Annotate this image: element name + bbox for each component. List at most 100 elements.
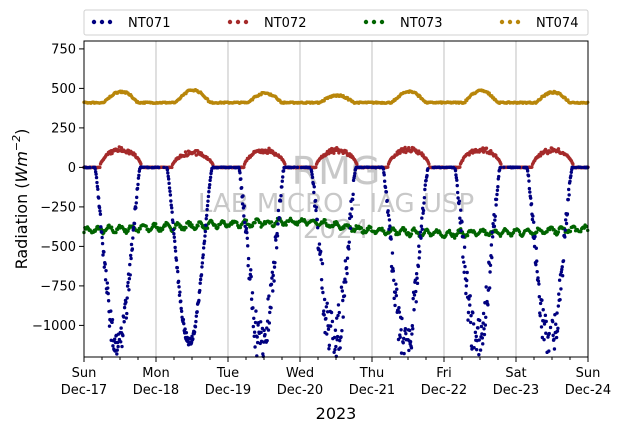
data-point (235, 220, 239, 225)
data-point (471, 311, 475, 315)
data-point (381, 167, 386, 171)
data-point (131, 225, 136, 230)
data-point (329, 310, 334, 315)
data-point (101, 253, 105, 257)
data-point (280, 179, 284, 183)
data-point (423, 183, 427, 187)
data-point (194, 319, 198, 324)
data-point (253, 220, 257, 225)
data-point (183, 327, 187, 331)
data-point (177, 293, 182, 298)
data-point (179, 299, 183, 303)
data-point (335, 334, 340, 339)
data-point (497, 174, 501, 179)
data-point (544, 319, 548, 324)
data-point (271, 289, 275, 293)
data-point (324, 316, 328, 321)
data-point (323, 218, 327, 222)
data-point (517, 165, 522, 169)
data-point (535, 259, 539, 263)
x-tick-label: Dec-21 (349, 383, 395, 398)
data-point (479, 324, 484, 329)
data-point (404, 331, 408, 336)
data-point (139, 162, 143, 166)
data-point (362, 165, 367, 169)
data-point (310, 172, 314, 177)
data-point (246, 263, 250, 268)
data-point (517, 230, 522, 234)
data-point (211, 162, 215, 167)
data-point (103, 278, 108, 282)
data-point (551, 319, 555, 324)
data-point (468, 320, 473, 325)
data-point (534, 246, 538, 250)
data-point (269, 306, 273, 310)
data-point (253, 320, 258, 325)
data-point (466, 318, 470, 322)
data-point (136, 230, 141, 234)
data-point (272, 265, 277, 269)
data-point (462, 270, 466, 275)
data-point (184, 226, 188, 230)
data-point (349, 214, 354, 219)
data-point (199, 221, 204, 226)
data-point (355, 162, 359, 166)
data-point (267, 146, 271, 151)
data-point (315, 217, 319, 222)
data-point (194, 314, 199, 318)
data-point (277, 215, 281, 220)
x-tick-label: Dec-18 (133, 383, 179, 398)
data-point (410, 324, 415, 328)
data-point (246, 256, 251, 261)
legend-box (83, 9, 589, 36)
data-point (387, 227, 391, 231)
data-point (325, 301, 329, 305)
data-point (554, 229, 558, 234)
data-point (564, 221, 569, 226)
data-point (96, 196, 101, 200)
data-point (412, 293, 417, 297)
data-point (374, 165, 378, 170)
data-point (567, 187, 571, 192)
data-point (333, 328, 338, 332)
data-point (478, 348, 483, 352)
data-point (157, 165, 161, 170)
data-point (310, 175, 315, 180)
data-point (199, 273, 204, 277)
data-point (336, 313, 340, 318)
data-point (328, 324, 333, 328)
data-point (314, 205, 319, 209)
x-tick-day: Fri (436, 366, 452, 381)
data-point (205, 207, 209, 212)
data-point (465, 278, 469, 283)
data-point (536, 276, 540, 280)
data-point (127, 288, 131, 292)
data-point (270, 276, 274, 280)
legend-label: NT073 (400, 16, 442, 31)
x-tick-label: Dec-24 (565, 383, 611, 398)
data-point (393, 290, 398, 295)
data-point (542, 322, 547, 326)
data-point (531, 214, 535, 218)
data-point (534, 262, 538, 267)
data-point (340, 289, 345, 293)
data-point (206, 199, 210, 203)
data-point (468, 303, 472, 307)
data-point (386, 165, 390, 169)
data-point (408, 328, 412, 333)
data-point (415, 281, 420, 286)
data-point (313, 198, 318, 203)
data-point (397, 232, 402, 236)
data-point (207, 190, 211, 194)
data-point (99, 225, 103, 229)
data-point (208, 178, 212, 183)
data-point (254, 309, 258, 313)
data-point (316, 226, 320, 230)
data-point (535, 269, 539, 274)
data-point (456, 196, 460, 200)
data-point (352, 174, 357, 178)
data-point (238, 171, 242, 175)
data-point (95, 180, 99, 185)
data-point (320, 261, 325, 266)
data-point (135, 186, 140, 191)
